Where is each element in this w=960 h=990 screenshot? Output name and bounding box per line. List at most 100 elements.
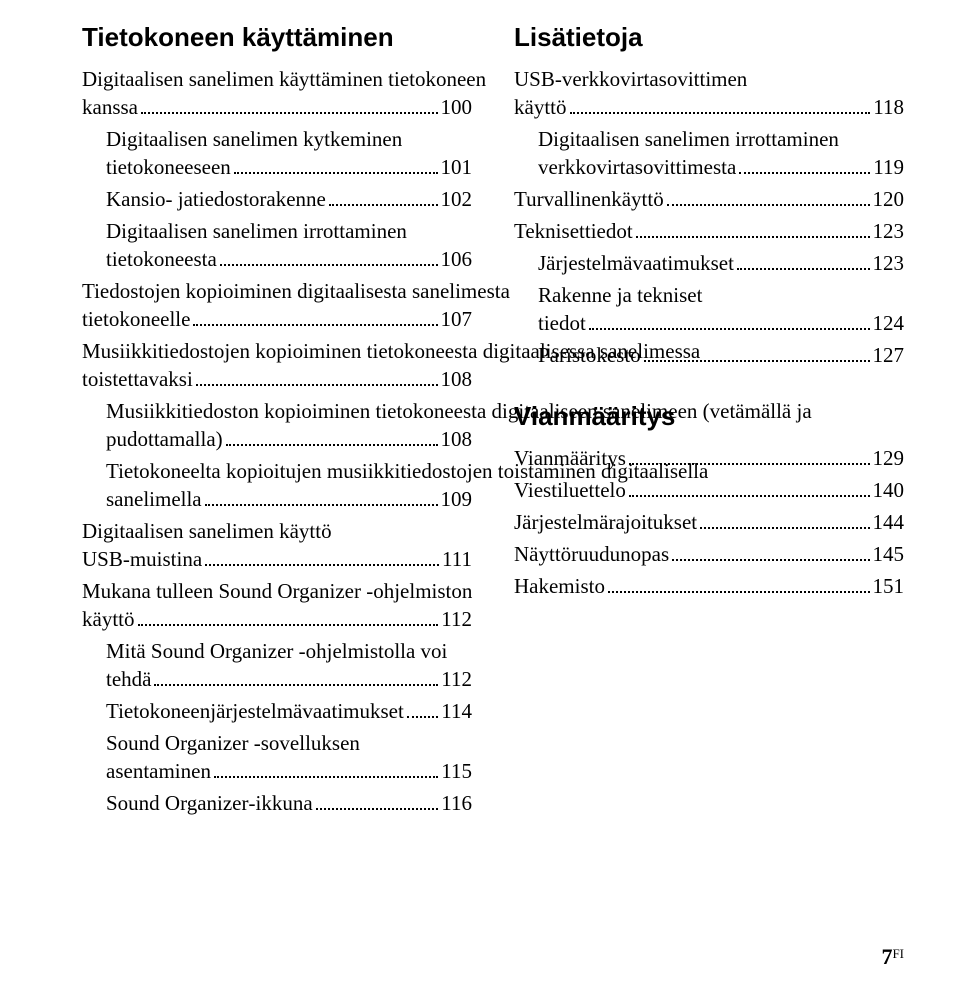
toc-leader — [629, 446, 870, 465]
toc-label-head: Digitaalisen sanelimen käyttäminen tieto… — [82, 65, 486, 93]
toc-page-number: 120 — [873, 185, 905, 213]
toc-leader — [226, 427, 438, 446]
toc-label-head: Tietokoneen — [106, 697, 210, 725]
toc-page-number: 108 — [441, 365, 473, 393]
toc-label-head: Mukana tulleen Sound Organizer -ohjelmis… — [82, 577, 472, 605]
toc-leader — [138, 607, 439, 626]
toc-page-number: 140 — [873, 476, 905, 504]
toc-leader — [205, 547, 439, 566]
toc-label-head: Sound Organizer — [106, 789, 249, 817]
toc-label-head: Digitaalisen sanelimen irrottaminen — [106, 217, 407, 245]
toc-label-tail: tietokoneelle — [82, 305, 190, 333]
toc-label-head: Turvallinen — [514, 185, 611, 213]
toc-label-head: Rakenne ja tekniset — [538, 281, 702, 309]
toc-page-number: 127 — [873, 341, 905, 369]
left-entry: Digitaalisen sanelimen kytkeminen tietok… — [82, 123, 472, 183]
page-footer: 7FI — [881, 944, 904, 970]
toc-page-number: 107 — [441, 305, 473, 333]
section-heading-tietokone: Tietokoneen käyttäminen — [82, 22, 472, 53]
toc-label-head: USB-verkkovirtasovittimen — [514, 65, 747, 93]
toc-label-tail: Hakemisto — [514, 572, 605, 600]
toc-label-tail: Viestiluettelo — [514, 476, 626, 504]
right-0-entry: Järjestelmävaatimukset 123 — [514, 247, 904, 279]
toc-label-tail: Vianmääritys — [514, 444, 626, 472]
toc-page-number: 151 — [873, 572, 905, 600]
toc-page-number: 123 — [873, 217, 905, 245]
left-entry: Tiedostojen kopioiminen digitaalisesta s… — [82, 275, 472, 335]
section-heading-0: Lisätietoja — [514, 22, 904, 53]
toc-page: Tietokoneen käyttäminen Digitaalisen sane… — [0, 0, 960, 841]
right-0-entry: Tekniset tiedot 123 — [514, 215, 904, 247]
toc-page-number: 100 — [441, 93, 473, 121]
toc-page-number: 115 — [441, 757, 472, 785]
left-entry: Digitaalisen sanelimen irrottaminen tiet… — [82, 215, 472, 275]
toc-page-number: 114 — [441, 697, 472, 725]
toc-label-head: Mitä Sound Organizer -ohjelmistolla voi — [106, 637, 447, 665]
toc-leader — [196, 367, 438, 386]
toc-page-number: 123 — [873, 249, 905, 277]
toc-label-tail: tiedot — [538, 309, 586, 337]
toc-label-head: Tekniset — [514, 217, 585, 245]
toc-leader — [205, 487, 438, 506]
toc-label-tail: -ikkuna — [249, 789, 313, 817]
toc-leader — [589, 311, 870, 330]
toc-leader — [739, 155, 870, 174]
toc-label-tail: pudottamalla) — [106, 425, 223, 453]
toc-label-tail: järjestelmävaatimukset — [210, 697, 404, 725]
right-0-entry: Turvallinen käyttö 120 — [514, 183, 904, 215]
right-column: Lisätietoja USB-verkkovirtasovittimen käy… — [514, 22, 904, 819]
right-1-entry: Vianmääritys 129 — [514, 442, 904, 474]
toc-label-tail: kanssa — [82, 93, 138, 121]
right-0-entry: USB-verkkovirtasovittimen käyttö118 — [514, 63, 904, 123]
toc-page-number: 111 — [442, 545, 472, 573]
toc-label-tail: tiedostorakenne — [193, 185, 326, 213]
toc-page-number: 101 — [441, 153, 473, 181]
toc-label-tail: tietokoneesta — [106, 245, 217, 273]
right-1-entry: Näyttöruudun opas145 — [514, 538, 904, 570]
toc-page-number: 144 — [873, 508, 905, 536]
toc-leader — [636, 219, 870, 238]
toc-label-tail: tietokoneeseen — [106, 153, 231, 181]
left-entry: Digitaalisen sanelimen käyttäminen tieto… — [82, 63, 472, 123]
toc-label-head: Sound Organizer -sovelluksen — [106, 729, 360, 757]
right-1-entry: Viestiluettelo 140 — [514, 474, 904, 506]
toc-label-tail: asentaminen — [106, 757, 211, 785]
toc-label-tail: käyttö — [611, 185, 664, 213]
toc-label-head: Kansio- ja — [106, 185, 193, 213]
toc-page-number: 118 — [873, 93, 904, 121]
toc-page-number: 112 — [441, 605, 472, 633]
toc-label-tail: toistettavaksi — [82, 365, 193, 393]
toc-page-number: 124 — [873, 309, 905, 337]
page-number-suffix: FI — [892, 946, 904, 961]
right-0-entry: Paristokesto 127 — [514, 339, 904, 371]
toc-label-head: Näyttöruudun — [514, 540, 631, 568]
toc-leader — [608, 574, 870, 593]
left-entry: Musiikkitiedostojen kopioiminen tietokon… — [82, 335, 472, 395]
right-1-entry: Hakemisto 151 — [514, 570, 904, 602]
toc-page-number: 145 — [873, 540, 905, 568]
toc-label-tail: Järjestelmävaatimukset — [538, 249, 734, 277]
toc-leader — [672, 542, 869, 561]
toc-page-number: 112 — [441, 665, 472, 693]
toc-page-number: 129 — [873, 444, 905, 472]
left-entry: Sound Organizer -sovelluksen asentaminen… — [82, 727, 472, 787]
toc-leader — [154, 667, 438, 686]
toc-page-number: 108 — [441, 425, 473, 453]
left-entry: Tietokoneen järjestelmävaatimukset 114 — [82, 695, 472, 727]
toc-label-tail: tehdä — [106, 665, 151, 693]
toc-leader — [141, 95, 438, 114]
toc-leader — [193, 307, 437, 326]
toc-leader — [644, 343, 870, 362]
toc-label-head: Digitaalisen sanelimen käyttö — [82, 517, 332, 545]
section-heading-1: Vianmääritys — [514, 401, 904, 432]
toc-label-tail: Paristokesto — [538, 341, 641, 369]
toc-leader — [700, 510, 869, 529]
left-entry: Sound Organizer -ikkuna116 — [82, 787, 472, 819]
right-1-entry: Järjestelmärajoitukset144 — [514, 506, 904, 538]
page-number: 7 — [881, 944, 892, 969]
left-entry: Mukana tulleen Sound Organizer -ohjelmis… — [82, 575, 472, 635]
left-column: Tietokoneen käyttäminen Digitaalisen sane… — [82, 22, 472, 819]
toc-page-number: 109 — [441, 485, 473, 513]
toc-label-tail: tiedot — [585, 217, 633, 245]
toc-leader — [570, 95, 871, 114]
